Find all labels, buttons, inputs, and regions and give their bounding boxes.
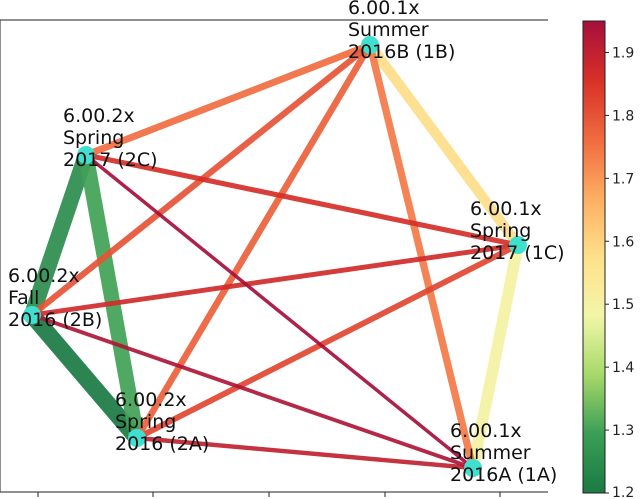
node-label-1C: 6.00.1x Spring 2017 (1C) [470, 198, 565, 264]
edge-2B-2A [23, 306, 146, 447]
node-label-line: Spring [115, 411, 176, 433]
edge-2A-1C [134, 242, 521, 441]
colorbar-tick-label: 1.3 [612, 423, 634, 439]
edge-1B-1C [364, 39, 524, 251]
node-label-line: 6.00.2x [115, 389, 187, 411]
node-label-line: Spring [63, 127, 124, 149]
node-1B [361, 36, 379, 54]
node-2A [128, 429, 146, 447]
edge-1B-2A [133, 41, 374, 442]
edge-2B-1C [29, 242, 521, 318]
edge-2A-1A [134, 435, 476, 471]
node-label-line: 2016 (2A) [115, 433, 209, 455]
colorbar-tick-label: 1.7 [612, 171, 634, 187]
edge-2C-2B [23, 146, 95, 324]
node-1C [509, 236, 527, 254]
node-label-2C: 6.00.2x Spring 2017 (2C) [63, 105, 158, 171]
node-label-line: Spring [470, 220, 531, 242]
colorbar-tick-label: 1.5 [612, 297, 634, 313]
colorbar-tick-label: 1.9 [612, 45, 634, 61]
node-label-line: 2016 (2B) [8, 309, 102, 331]
edge-1C-1A [467, 239, 524, 474]
plot-frame [0, 19, 548, 497]
node-label-line: 6.00.1x [450, 420, 522, 442]
node-label-layer: 6.00.1x Summer 2016B (1B)6.00.2x Spring 2017… [8, 0, 565, 486]
node-label-line: 6.00.2x [8, 265, 80, 287]
colorbar-tick-label: 1.2 [612, 485, 634, 499]
node-label-line: 6.00.1x [470, 198, 542, 220]
edge-2C-2A [78, 147, 145, 446]
edge-2C-1A [84, 153, 475, 470]
node-label-2B: 6.00.2x Fall 2016 (2B) [8, 265, 102, 331]
node-layer [23, 36, 527, 477]
edge-2C-1C [83, 152, 521, 248]
colorbar: 1.9 1.8 1.7 1.6 1.5 1.4 1.3 1.2 [582, 20, 634, 499]
node-label-line: 2016A (1A) [450, 464, 557, 486]
colorbar-tick-label: 1.6 [612, 234, 634, 250]
edge-layer [23, 39, 524, 474]
node-label-line: Fall [8, 287, 39, 309]
node-1A [464, 459, 482, 477]
node-label-line: 2017 (2C) [63, 149, 158, 171]
node-label-line: 6.00.2x [63, 105, 135, 127]
node-label-line: 2017 (1C) [470, 242, 565, 264]
colorbar-gradient [582, 20, 606, 494]
node-label-line: Summer [348, 19, 429, 41]
colorbar-tick-label: 1.4 [612, 360, 634, 376]
node-label-1B: 6.00.1x Summer 2016B (1B) [348, 0, 455, 63]
node-label-1A: 6.00.1x Summer 2016A (1A) [450, 420, 557, 486]
edge-2B-1A [30, 313, 475, 470]
node-2B [23, 306, 41, 324]
colorbar-ticks: 1.9 1.8 1.7 1.6 1.5 1.4 1.3 1.2 [605, 45, 634, 499]
node-label-2A: 6.00.2x Spring 2016 (2A) [115, 389, 209, 455]
colorbar-tick-label: 1.8 [612, 108, 634, 124]
node-label-line: 6.00.1x [348, 0, 420, 19]
edge-2C-1B [82, 41, 374, 159]
x-axis-ticks [37, 492, 501, 497]
node-label-line: 2016B (1B) [348, 41, 455, 63]
node-2C [77, 146, 95, 164]
node-label-line: Summer [450, 442, 531, 464]
